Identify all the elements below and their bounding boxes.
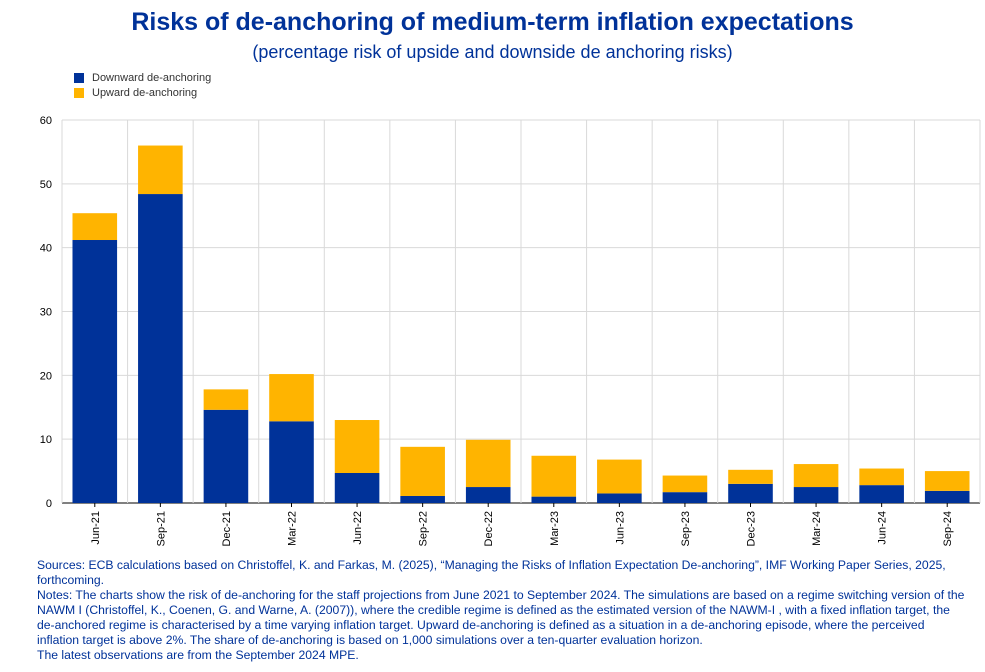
sources-text: Sources: ECB calculations based on Chris… bbox=[37, 558, 946, 587]
bar-upward bbox=[924, 471, 970, 491]
x-tick-label: Jun-21 bbox=[90, 511, 102, 545]
bar-upward bbox=[859, 468, 904, 486]
bar-upward bbox=[597, 459, 642, 494]
chart-subtitle: (percentage risk of upside and downside … bbox=[252, 42, 733, 62]
bar-downward bbox=[72, 240, 118, 504]
legend-item-downward: Downward de-anchoring bbox=[74, 70, 211, 85]
x-tick-label: Sep-21 bbox=[155, 511, 167, 546]
chart-notes: Sources: ECB calculations based on Chris… bbox=[37, 558, 967, 663]
bar-downward bbox=[531, 496, 577, 503]
bar-downward bbox=[793, 487, 839, 503]
bar-downward bbox=[728, 483, 773, 503]
x-tick-label: Mar-23 bbox=[549, 511, 561, 546]
bar-upward bbox=[400, 446, 445, 496]
legend-swatch-upward bbox=[74, 87, 84, 98]
bar-upward bbox=[793, 464, 839, 488]
bar-upward bbox=[728, 469, 773, 484]
x-tick-label: Sep-22 bbox=[418, 511, 430, 546]
bar-downward bbox=[400, 495, 445, 503]
bar-downward bbox=[924, 490, 970, 503]
legend-swatch-downward bbox=[74, 72, 84, 83]
legend-label-downward: Downward de-anchoring bbox=[92, 71, 212, 84]
legend: Downward de-anchoring Upward de-anchorin… bbox=[74, 70, 211, 100]
bar-upward bbox=[334, 420, 380, 473]
x-tick-label: Jun-24 bbox=[877, 511, 889, 545]
bar-downward bbox=[203, 409, 249, 503]
x-tick-label: Jun-22 bbox=[352, 511, 364, 545]
bar-downward bbox=[138, 194, 183, 503]
bar-downward bbox=[334, 472, 380, 503]
y-tick-label: 10 bbox=[40, 434, 52, 446]
bar-upward bbox=[465, 439, 511, 488]
x-tick-label: Sep-24 bbox=[942, 511, 954, 546]
bar-downward bbox=[465, 487, 511, 503]
bar-upward bbox=[72, 213, 118, 241]
notes-text: Notes: The charts show the risk of de-an… bbox=[37, 588, 965, 647]
y-tick-label: 50 bbox=[40, 179, 52, 191]
bar-downward bbox=[597, 493, 642, 503]
legend-label-upward: Upward de-anchoring bbox=[92, 86, 198, 99]
bar-downward bbox=[662, 492, 708, 503]
y-tick-label: 60 bbox=[40, 115, 52, 127]
latest-observation-text: The latest observations are from the Sep… bbox=[37, 648, 359, 662]
bar-upward bbox=[138, 145, 183, 195]
stacked-bar-chart: 0 10 20 30 40 50 60 Jun-21 Sep-21 Dec-21 Mar-22 Jun… bbox=[40, 115, 981, 546]
y-tick-label: 30 bbox=[40, 307, 52, 319]
chart-title: Risks of de-anchoring of medium-term inf… bbox=[131, 8, 854, 36]
y-tick-label: 20 bbox=[40, 370, 52, 382]
x-tick-label: Jun-23 bbox=[614, 511, 626, 545]
x-tick-label: Dec-23 bbox=[746, 511, 758, 546]
bar-upward bbox=[662, 475, 708, 493]
bar-upward bbox=[269, 374, 314, 422]
x-tick-label: Mar-22 bbox=[287, 511, 299, 546]
x-tick-label: Mar-24 bbox=[811, 511, 823, 546]
x-tick-label: Sep-23 bbox=[680, 511, 692, 546]
x-tick-label: Dec-21 bbox=[221, 511, 233, 546]
bar-downward bbox=[269, 421, 314, 503]
legend-item-upward: Upward de-anchoring bbox=[74, 85, 211, 100]
y-tick-label: 40 bbox=[40, 243, 52, 255]
bar-downward bbox=[859, 485, 904, 503]
y-tick-label: 0 bbox=[46, 498, 52, 510]
bar-upward bbox=[203, 389, 249, 410]
bar-upward bbox=[531, 455, 577, 497]
x-tick-label: Dec-22 bbox=[483, 511, 495, 546]
